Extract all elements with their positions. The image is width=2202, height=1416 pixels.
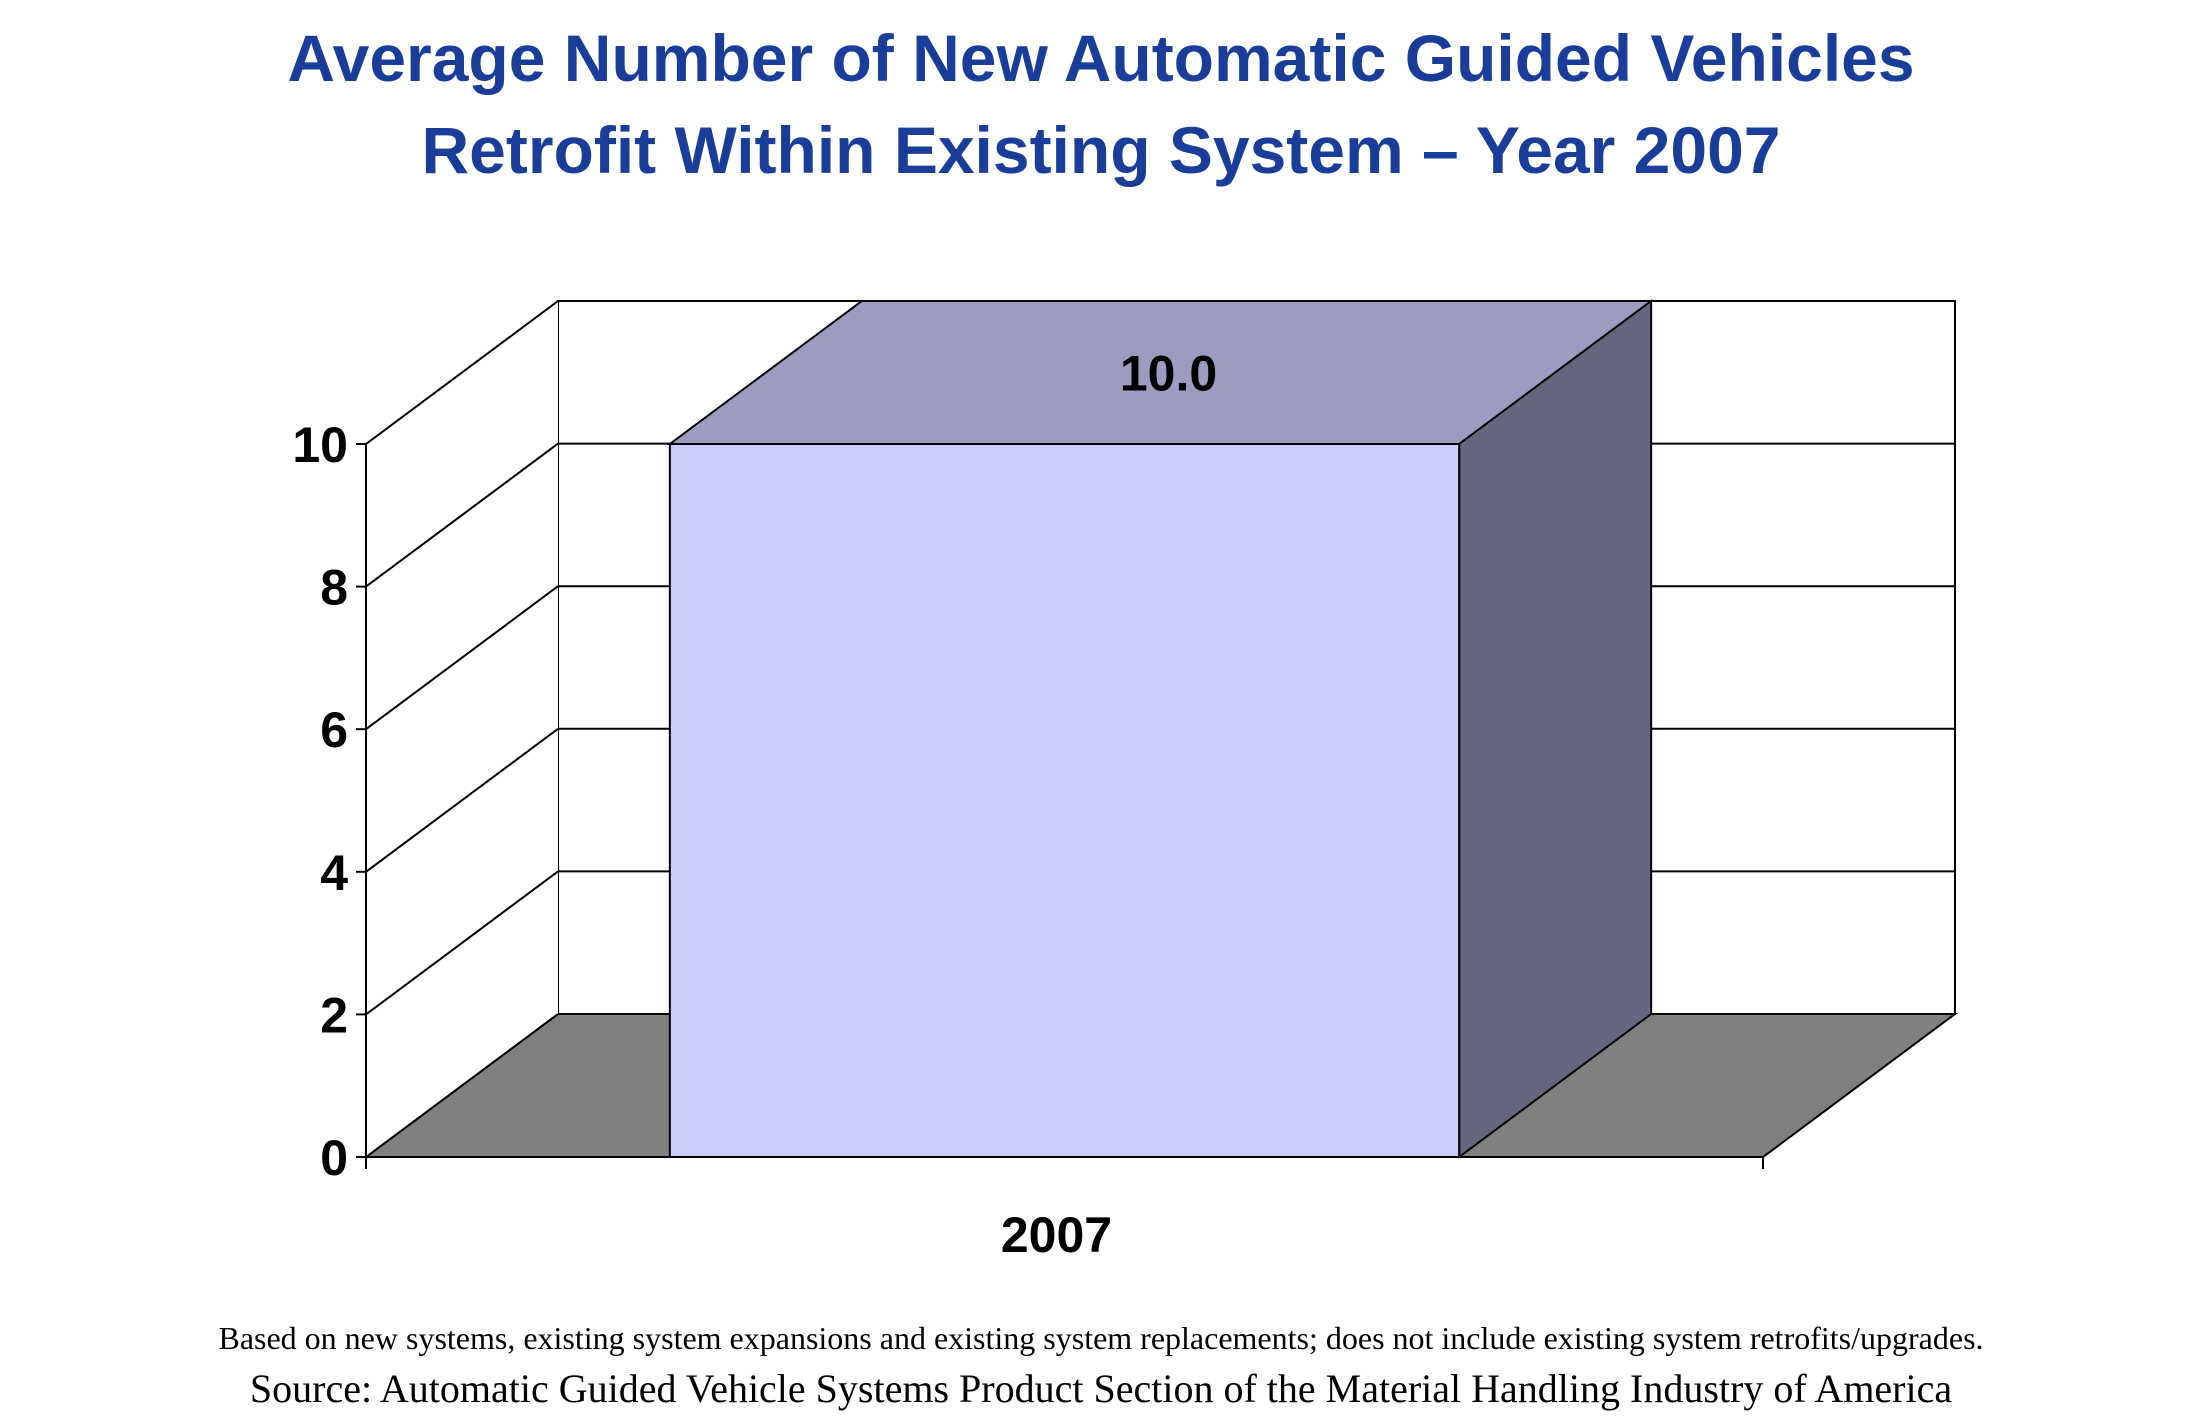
y-tick-label: 6 <box>320 702 348 758</box>
y-tick-label: 2 <box>320 987 348 1043</box>
gridline-side <box>365 442 559 588</box>
bar-front-face <box>668 443 1461 1158</box>
bar-side-face <box>1458 299 1653 1159</box>
gridline-side <box>365 727 559 873</box>
bar-group <box>666 299 1655 1159</box>
chart-side-wall <box>366 301 558 1157</box>
gridline-side <box>365 1013 559 1158</box>
y-tick-label: 10 <box>292 417 348 473</box>
bar-data-label: 10.0 <box>1120 346 1217 402</box>
chart-source: Source: Automatic Guided Vehicle Systems… <box>249 1366 1953 1411</box>
y-tick-label: 8 <box>320 560 348 616</box>
x-category-label: 2007 <box>1001 1207 1112 1263</box>
y-tick-label: 0 <box>320 1130 348 1186</box>
gridline-side <box>365 300 559 445</box>
chart-title-line-1: Average Number of New Automatic Guided V… <box>287 21 1915 95</box>
chart-footnote: Based on new systems, existing system ex… <box>218 1320 1984 1356</box>
chart-title: Average Number of New Automatic Guided V… <box>0 12 2202 196</box>
gridline-side <box>365 870 559 1016</box>
chart-title-line-2: Retrofit Within Existing System – Year 2… <box>421 113 1781 187</box>
y-tick-label: 4 <box>320 845 348 901</box>
gridline-side <box>365 585 559 731</box>
